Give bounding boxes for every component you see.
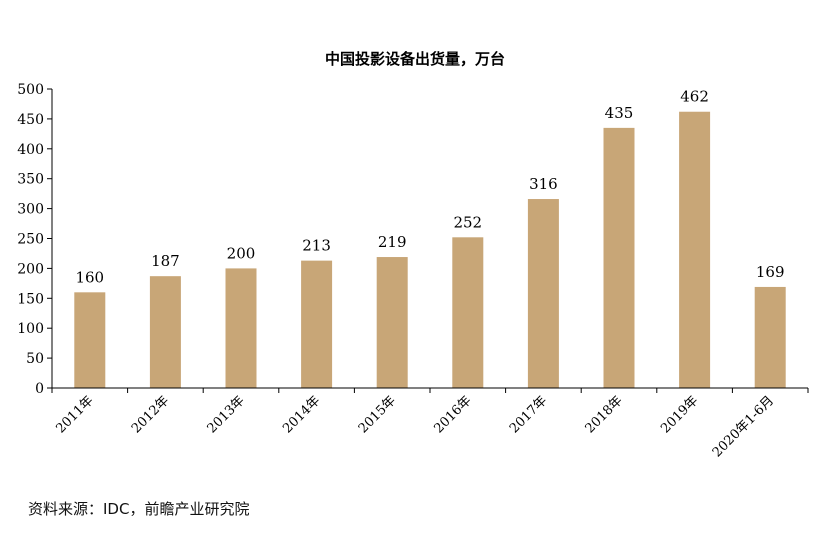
bar [376, 257, 408, 388]
x-tick-label: 2014年 [280, 393, 323, 436]
data-label: 187 [151, 252, 180, 270]
y-tick-label: 500 [17, 82, 44, 98]
data-label: 252 [453, 213, 482, 231]
y-tick-label: 350 [17, 172, 44, 188]
data-label: 169 [756, 263, 785, 281]
bar [603, 127, 635, 389]
x-tick-label: 2019年 [658, 393, 701, 436]
y-tick-label: 250 [17, 232, 44, 248]
y-tick-label: 50 [26, 351, 44, 367]
data-label: 435 [605, 104, 634, 122]
bar [452, 237, 484, 388]
y-tick-label: 300 [17, 202, 44, 218]
plot-area: 0 50 100 150 200 250 300 350 400 450 500 160 2011年 18… [17, 82, 809, 460]
data-label: 200 [227, 244, 256, 262]
y-tick-label: 200 [17, 261, 44, 277]
bar [301, 260, 333, 388]
x-tick-label: 2013年 [205, 393, 248, 436]
x-tick-label: 2012年 [129, 393, 172, 436]
bar [149, 276, 181, 388]
x-tick-label: 2015年 [356, 393, 399, 436]
data-label: 160 [75, 268, 104, 286]
source-note: 资料来源：IDC，前瞻产业研究院 [28, 500, 250, 518]
y-tick-label: 0 [35, 381, 44, 397]
x-tick-label: 2018年 [583, 393, 626, 436]
bar [527, 199, 559, 388]
data-label: 213 [302, 237, 331, 255]
bar [74, 292, 106, 388]
data-label: 219 [378, 233, 407, 251]
y-tick-label: 150 [17, 291, 44, 307]
x-tick-label: 2017年 [507, 393, 550, 436]
y-tick-label: 450 [17, 112, 44, 128]
y-tick-label: 400 [17, 142, 44, 158]
x-tick-label: 2020年1-6月 [710, 393, 777, 460]
bar [225, 268, 257, 388]
data-label: 462 [680, 88, 709, 106]
data-label: 316 [529, 175, 558, 193]
x-tick-label: 2016年 [431, 393, 474, 436]
bar [754, 286, 786, 388]
chart-title: 中国投影设备出货量，万台 [325, 50, 505, 68]
y-tick-label: 100 [17, 321, 44, 337]
x-tick-label: 2011年 [53, 393, 96, 436]
bar [679, 111, 711, 388]
